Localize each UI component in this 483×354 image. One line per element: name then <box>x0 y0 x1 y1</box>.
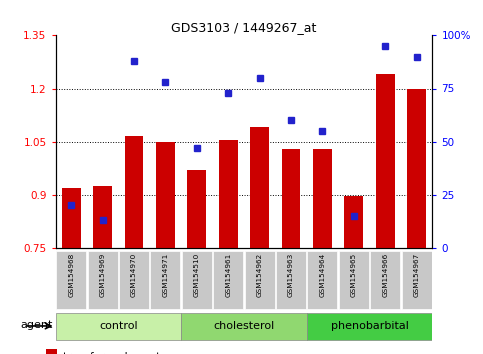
Text: GSM154968: GSM154968 <box>68 253 74 297</box>
Bar <box>344 196 363 248</box>
Bar <box>219 140 238 248</box>
Bar <box>93 186 112 248</box>
FancyBboxPatch shape <box>182 251 212 309</box>
FancyBboxPatch shape <box>181 313 307 340</box>
FancyBboxPatch shape <box>307 251 338 309</box>
Bar <box>62 188 81 248</box>
FancyBboxPatch shape <box>244 251 275 309</box>
Text: GSM154966: GSM154966 <box>382 253 388 297</box>
Text: GSM154965: GSM154965 <box>351 253 357 297</box>
Bar <box>376 74 395 248</box>
Bar <box>187 170 206 248</box>
FancyBboxPatch shape <box>339 251 369 309</box>
Text: GSM154967: GSM154967 <box>413 253 420 297</box>
Text: transformed count: transformed count <box>63 352 160 354</box>
Bar <box>156 142 175 248</box>
FancyBboxPatch shape <box>213 251 243 309</box>
Text: phenobarbital: phenobarbital <box>330 321 409 331</box>
FancyBboxPatch shape <box>119 251 149 309</box>
Bar <box>407 88 426 248</box>
Bar <box>46 349 57 354</box>
Title: GDS3103 / 1449267_at: GDS3103 / 1449267_at <box>171 21 316 34</box>
FancyBboxPatch shape <box>56 313 181 340</box>
Text: GSM154970: GSM154970 <box>131 253 137 297</box>
FancyBboxPatch shape <box>370 251 400 309</box>
Bar <box>282 149 300 248</box>
Text: GSM154969: GSM154969 <box>99 253 106 297</box>
Bar <box>125 136 143 248</box>
FancyBboxPatch shape <box>276 251 306 309</box>
Text: control: control <box>99 321 138 331</box>
Bar <box>250 127 269 248</box>
FancyBboxPatch shape <box>87 251 118 309</box>
Text: GSM154961: GSM154961 <box>225 253 231 297</box>
Text: agent: agent <box>21 320 53 330</box>
FancyBboxPatch shape <box>307 313 432 340</box>
Text: cholesterol: cholesterol <box>213 321 274 331</box>
Bar <box>313 149 332 248</box>
FancyBboxPatch shape <box>150 251 181 309</box>
Text: GSM154964: GSM154964 <box>319 253 326 297</box>
Text: GSM154962: GSM154962 <box>256 253 263 297</box>
Text: GSM154510: GSM154510 <box>194 253 200 297</box>
FancyBboxPatch shape <box>401 251 432 309</box>
Text: GSM154971: GSM154971 <box>162 253 169 297</box>
Text: GSM154963: GSM154963 <box>288 253 294 297</box>
FancyBboxPatch shape <box>56 251 86 309</box>
